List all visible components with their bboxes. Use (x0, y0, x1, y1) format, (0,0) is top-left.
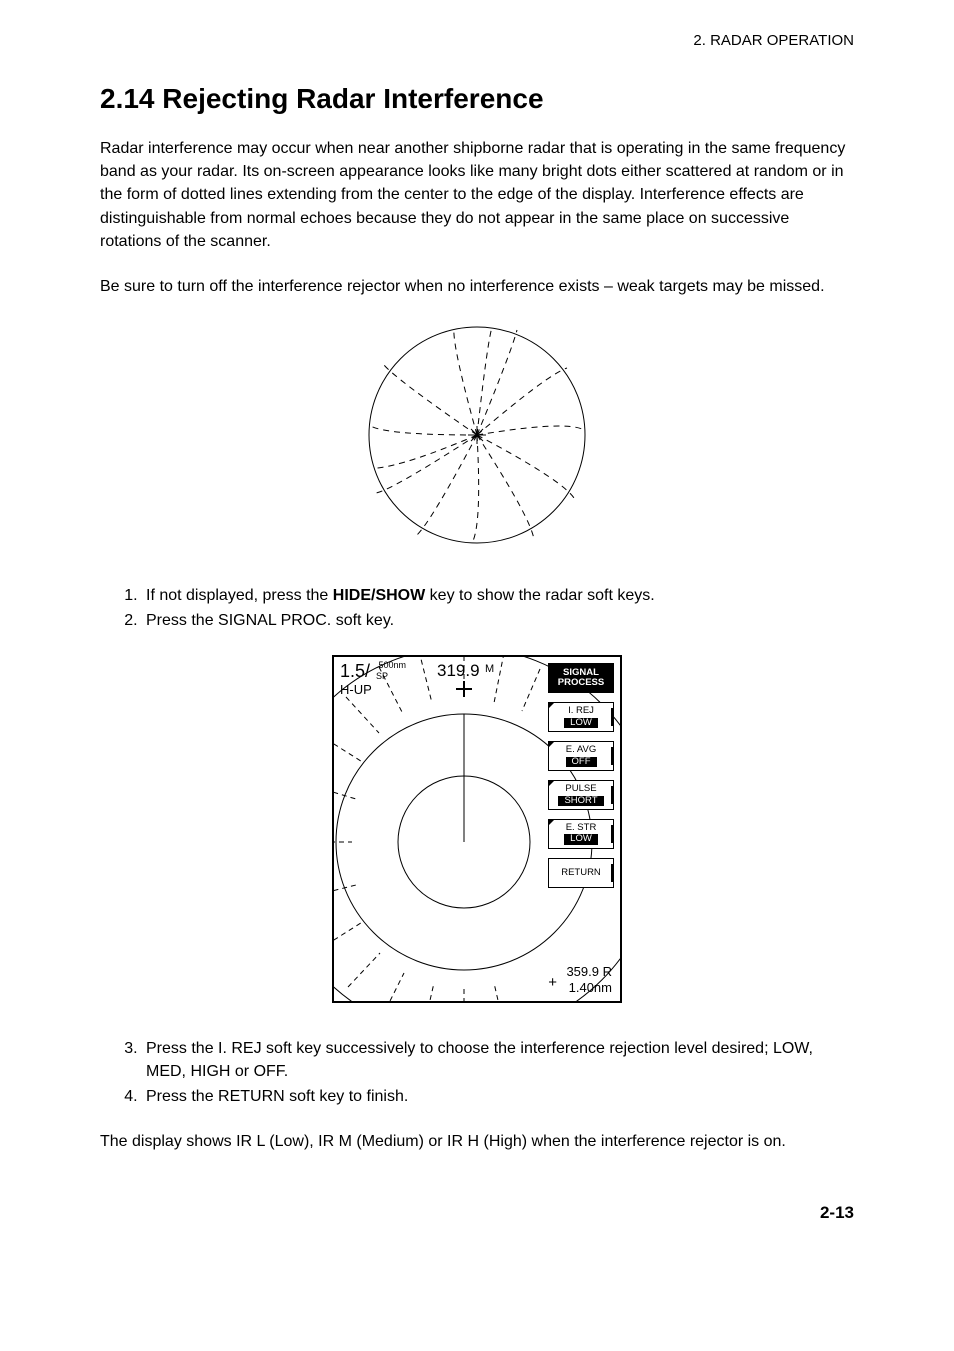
radar-screen-figure: 1.5/ .500nm SP H-UP 319.9 M 359.9 R 1.40… (100, 655, 854, 1003)
step-3: Press the I. REJ soft key successively t… (142, 1037, 854, 1083)
softkey-return[interactable]: RETURN (548, 858, 614, 888)
step-1: If not displayed, press the HIDE/SHOW ke… (142, 584, 854, 607)
hide-show-key: HIDE/SHOW (333, 587, 425, 604)
interference-svg (362, 320, 592, 550)
softkey-header: SIGNAL PROCESS (548, 663, 614, 694)
steps-block-1: If not displayed, press the HIDE/SHOW ke… (100, 584, 854, 632)
section-title: 2.14 Rejecting Radar Interference (100, 83, 854, 115)
softkey-panel: SIGNAL PROCESS I. REJ LOW E. AVG OFF PUL… (548, 663, 614, 889)
steps-block-2: Press the I. REJ soft key successively t… (100, 1037, 854, 1109)
page-number: 2-13 (100, 1203, 854, 1223)
step-4: Press the RETURN soft key to finish. (142, 1085, 854, 1108)
radar-screen: 1.5/ .500nm SP H-UP 319.9 M 359.9 R 1.40… (332, 655, 622, 1003)
intro-paragraph-2: Be sure to turn off the interference rej… (100, 275, 854, 298)
closing-paragraph: The display shows IR L (Low), IR M (Medi… (100, 1130, 854, 1153)
softkey-e-avg[interactable]: E. AVG OFF (548, 741, 614, 771)
softkey-i-rej[interactable]: I. REJ LOW (548, 702, 614, 732)
softkey-e-str[interactable]: E. STR LOW (548, 819, 614, 849)
softkey-pulse[interactable]: PULSE SHORT (548, 780, 614, 810)
intro-paragraph-1: Radar interference may occur when near a… (100, 137, 854, 253)
step-2: Press the SIGNAL PROC. soft key. (142, 609, 854, 632)
page-header: 2. RADAR OPERATION (100, 32, 854, 49)
interference-diagram (100, 320, 854, 550)
